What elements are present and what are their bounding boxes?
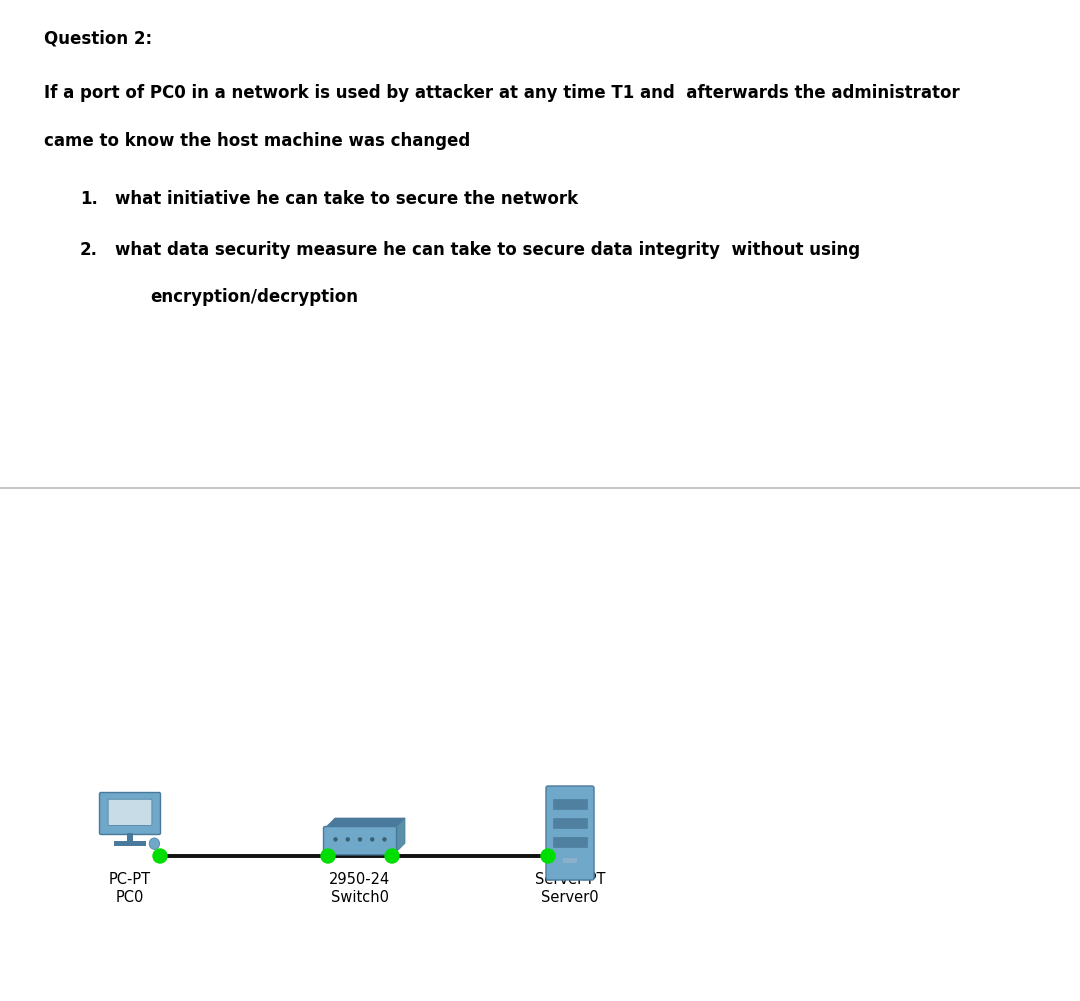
Text: PC-PT: PC-PT: [109, 872, 151, 887]
Bar: [553, 799, 586, 809]
FancyBboxPatch shape: [108, 799, 152, 826]
FancyBboxPatch shape: [324, 827, 396, 855]
FancyBboxPatch shape: [546, 786, 594, 880]
Bar: [553, 837, 586, 847]
Text: what initiative he can take to secure the network: what initiative he can take to secure th…: [114, 190, 578, 208]
Circle shape: [321, 849, 335, 863]
FancyBboxPatch shape: [99, 793, 161, 835]
Circle shape: [541, 849, 555, 863]
Polygon shape: [395, 818, 405, 853]
Bar: [126, 833, 134, 841]
Text: If a port of PC0 in a network is used by attacker at any time T1 and  afterwards: If a port of PC0 in a network is used by…: [44, 84, 960, 102]
Text: encryption/decryption: encryption/decryption: [150, 288, 357, 306]
Text: 2.: 2.: [80, 241, 98, 259]
Text: 2950-24: 2950-24: [329, 872, 391, 887]
Text: Switch0: Switch0: [330, 890, 389, 905]
Text: PC0: PC0: [116, 890, 145, 905]
Bar: [114, 841, 146, 846]
Bar: [553, 818, 586, 828]
Polygon shape: [325, 818, 405, 828]
Text: what data security measure he can take to secure data integrity  without using: what data security measure he can take t…: [114, 241, 860, 259]
Circle shape: [382, 837, 387, 842]
Circle shape: [357, 837, 362, 842]
Circle shape: [153, 849, 167, 863]
Bar: [564, 858, 577, 863]
Text: Server0: Server0: [541, 890, 598, 905]
Circle shape: [384, 849, 399, 863]
Text: 1.: 1.: [80, 190, 98, 208]
Circle shape: [346, 837, 350, 842]
Ellipse shape: [149, 838, 160, 850]
Circle shape: [370, 837, 375, 842]
Circle shape: [334, 837, 338, 842]
Text: Question 2:: Question 2:: [44, 30, 152, 48]
Text: came to know the host machine was changed: came to know the host machine was change…: [44, 132, 470, 150]
Text: Server-PT: Server-PT: [535, 872, 605, 887]
